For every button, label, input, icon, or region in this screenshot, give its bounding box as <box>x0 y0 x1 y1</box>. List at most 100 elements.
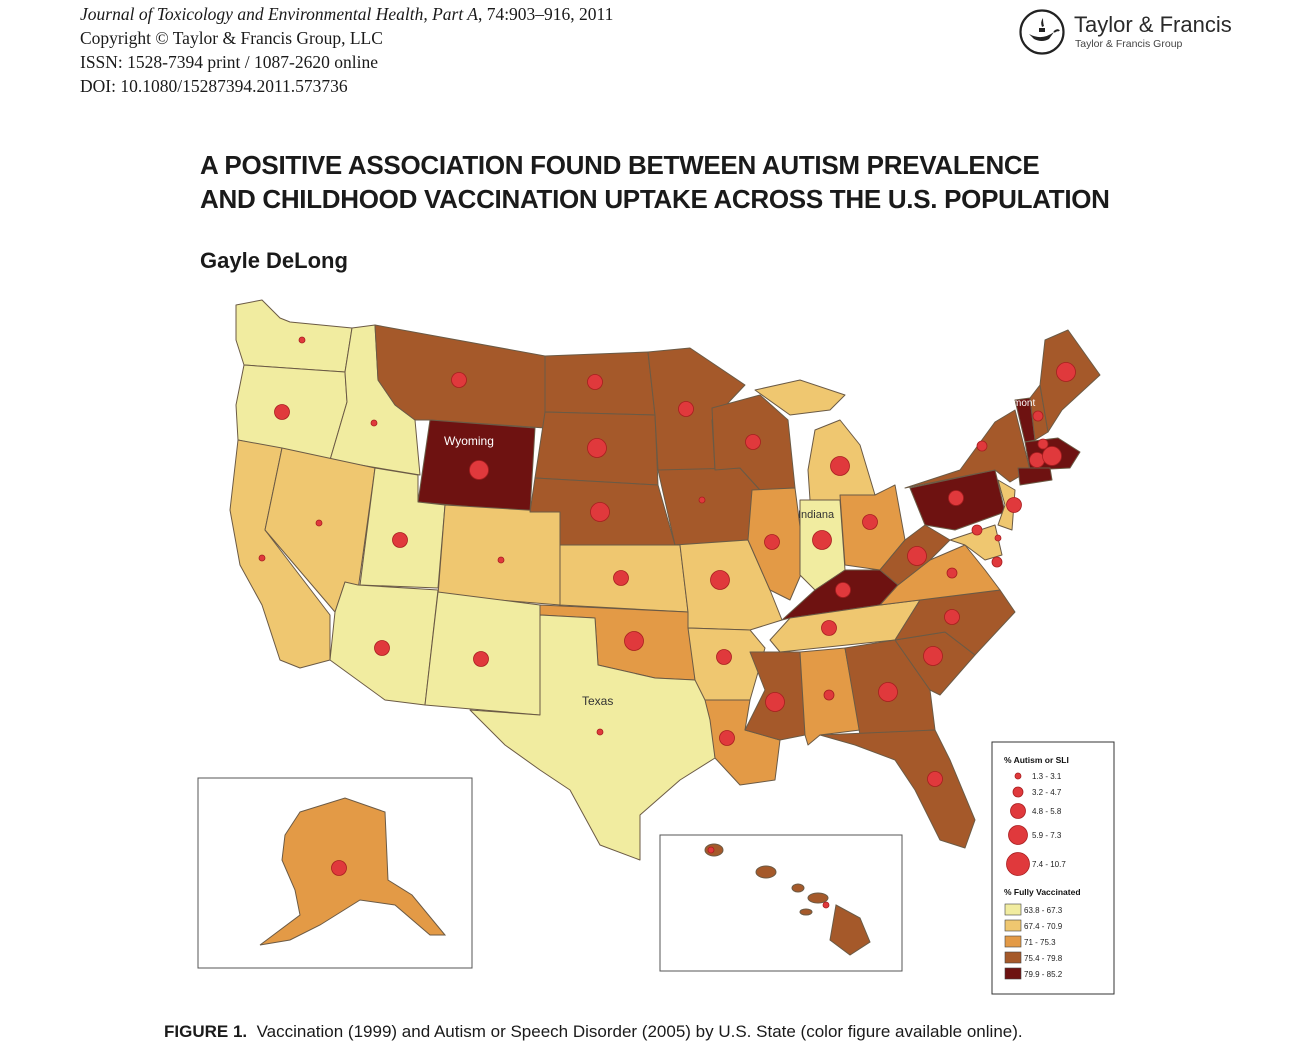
autism-dot <box>946 567 958 579</box>
autism-dot <box>944 609 960 625</box>
legend-vacc-label: 67.4 - 70.9 <box>1024 922 1063 931</box>
label-texas: Texas <box>582 694 613 708</box>
autism-dot <box>1056 362 1076 382</box>
legend-autism-swatch <box>1012 786 1024 798</box>
autism-dot <box>331 860 347 876</box>
autism-dot <box>994 534 1002 542</box>
legend-vacc-label: 79.9 - 85.2 <box>1024 970 1063 979</box>
autism-dot <box>698 496 706 504</box>
legend-vacc-label: 63.8 - 67.3 <box>1024 906 1063 915</box>
autism-dot <box>822 901 830 909</box>
journal-name: Journal of Toxicology and Environmental … <box>80 4 478 24</box>
autism-dot <box>374 640 390 656</box>
autism-dot <box>948 490 964 506</box>
article-title-line-1: A POSITIVE ASSOCIATION FOUND BETWEEN AUT… <box>200 150 1040 180</box>
caption-label: FIGURE 1. <box>164 1022 248 1041</box>
autism-dot <box>274 404 290 420</box>
legend-vacc-label: 75.4 - 79.8 <box>1024 954 1063 963</box>
state-michigan-up <box>754 379 846 416</box>
autism-dot <box>812 530 832 550</box>
publisher-name: Taylor & Francis <box>1074 12 1232 37</box>
journal-citation: Journal of Toxicology and Environmental … <box>80 2 613 26</box>
autism-dot <box>907 546 927 566</box>
article-title-line-2: AND CHILDHOOD VACCINATION UPTAKE ACROSS … <box>200 184 1110 214</box>
label-vermont: Vermont <box>998 398 1035 409</box>
state-florida <box>819 729 976 849</box>
state-texas <box>469 614 716 861</box>
autism-dot <box>923 646 943 666</box>
autism-dot <box>862 514 878 530</box>
legend-autism-swatch <box>1010 803 1026 819</box>
article-author: Gayle DeLong <box>200 248 348 273</box>
autism-dot <box>473 651 489 667</box>
article-title: A POSITIVE ASSOCIATION FOUND BETWEEN AUT… <box>200 148 1110 216</box>
us-choropleth-map: Wyoming Vermont Indiana Texas % Autism o… <box>197 299 1115 995</box>
figure-1: Wyoming Vermont Indiana Texas % Autism o… <box>0 290 1304 1010</box>
autism-dot <box>590 502 610 522</box>
autism-dot <box>497 556 505 564</box>
autism-dot <box>315 519 323 527</box>
hawaii-inset <box>659 834 903 972</box>
autism-dot <box>587 374 603 390</box>
autism-dot <box>719 730 735 746</box>
autism-dot <box>745 434 761 450</box>
autism-dot <box>716 649 732 665</box>
autism-dot <box>613 570 629 586</box>
autism-dot <box>765 692 785 712</box>
state-new-york <box>904 409 1031 489</box>
autism-dot <box>971 524 983 536</box>
autism-dot <box>624 631 644 651</box>
state-iowa <box>657 467 761 546</box>
autism-dot <box>830 456 850 476</box>
autism-dot <box>392 532 408 548</box>
autism-dot <box>821 620 837 636</box>
autism-dot <box>976 440 988 452</box>
autism-dot <box>469 460 489 480</box>
autism-dot <box>707 846 715 854</box>
autism-dot <box>370 419 378 427</box>
state-washington <box>235 299 353 373</box>
label-indiana: Indiana <box>798 509 835 521</box>
autism-dot <box>451 372 467 388</box>
publisher-logo: Taylor & Francis Taylor & Francis Group <box>1018 8 1258 58</box>
journal-header: Journal of Toxicology and Environmental … <box>80 2 613 98</box>
legend-vacc-title: % Fully Vaccinated <box>1004 887 1081 897</box>
autism-dot <box>1042 446 1062 466</box>
journal-doi: DOI: 10.1080/15287394.2011.573736 <box>80 76 348 96</box>
autism-dot <box>596 728 604 736</box>
figure-caption: FIGURE 1. Vaccination (1999) and Autism … <box>164 1022 1023 1042</box>
legend-vacc-label: 71 - 75.3 <box>1024 938 1056 947</box>
autism-dot <box>878 682 898 702</box>
autism-dot <box>1032 410 1044 422</box>
legend-autism-label: 4.8 - 5.8 <box>1032 807 1062 816</box>
journal-copyright: Copyright © Taylor & Francis Group, LLC <box>80 28 383 48</box>
map-legend: % Autism or SLI 1.3 - 3.1 3.2 - 4.7 4.8 - … <box>991 741 1115 995</box>
legend-autism-label: 1.3 - 3.1 <box>1032 772 1062 781</box>
legend-autism-swatch <box>1006 852 1030 876</box>
autism-dot <box>1006 497 1022 513</box>
publisher-group: Taylor & Francis Group <box>1075 38 1183 50</box>
legend-autism-title: % Autism or SLI <box>1004 755 1069 765</box>
journal-volume: , 74:903–916, 2011 <box>477 4 614 24</box>
autism-dot <box>258 554 266 562</box>
lamp-icon <box>1019 9 1065 55</box>
autism-dot <box>823 689 835 701</box>
legend-vacc-swatch <box>1004 935 1022 948</box>
legend-autism-label: 7.4 - 10.7 <box>1032 860 1066 869</box>
state-alaska <box>259 797 447 946</box>
state-louisiana <box>704 699 781 786</box>
state-connecticut-ri <box>1017 467 1053 486</box>
legend-autism-swatch <box>1008 825 1028 845</box>
legend-vacc-swatch <box>1004 967 1022 980</box>
autism-dot <box>678 401 694 417</box>
autism-dot <box>927 771 943 787</box>
legend-autism-label: 3.2 - 4.7 <box>1032 788 1062 797</box>
autism-dot <box>710 570 730 590</box>
label-wyoming: Wyoming <box>444 434 494 448</box>
autism-dot <box>587 438 607 458</box>
legend-autism-swatch <box>1014 772 1022 780</box>
legend-vacc-swatch <box>1004 951 1022 964</box>
autism-dot <box>835 582 851 598</box>
autism-dot <box>991 556 1003 568</box>
autism-dot <box>1037 438 1049 450</box>
